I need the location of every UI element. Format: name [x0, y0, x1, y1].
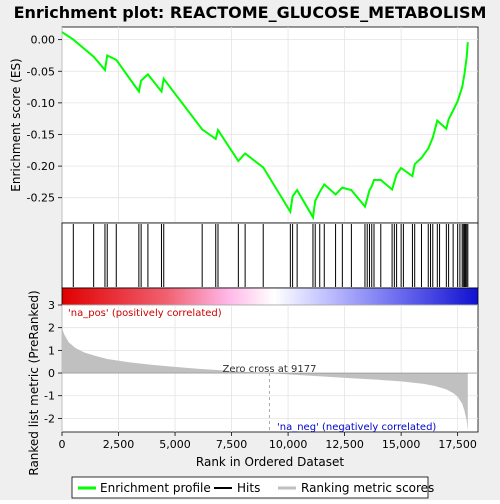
- es-y-tick-label: -0.05: [27, 65, 55, 78]
- rank-y-tick-label: 3: [48, 299, 55, 312]
- es-y-tick-label: 0.00: [31, 34, 56, 47]
- x-tick-label: 2,500: [103, 438, 135, 451]
- x-tick-label: 0: [59, 438, 66, 451]
- es-y-tick-label: -0.10: [27, 97, 55, 110]
- es-y-axis-label: Enrichment score (ES): [9, 58, 23, 191]
- hits-panel: [61, 222, 479, 289]
- rank-metric-y-axis-label: Ranked list metric (PreRanked): [27, 290, 41, 475]
- rank-y-tick-label: 2: [48, 322, 55, 335]
- legend-box: [71, 476, 429, 499]
- zero-cross-label: Zero cross at 9177: [222, 364, 316, 375]
- negative-correlated-label: 'na_neg' (negatively correlated): [277, 422, 436, 433]
- es-y-tick-label: -0.25: [27, 192, 55, 205]
- enrichment-profile-line: [61, 31, 469, 221]
- ranking-metric-area: [62, 327, 468, 431]
- x-tick-label: 5,000: [159, 438, 191, 451]
- es-y-tick-label: -0.15: [27, 128, 55, 141]
- rank-y-tick-label: 0: [48, 367, 55, 380]
- legend-enrichment-label: Enrichment profile: [100, 481, 211, 495]
- x-axis-label: Rank in Ordered Dataset: [196, 455, 344, 469]
- rank-y-tick-label: 1: [48, 344, 55, 357]
- es-y-tick-label: -0.20: [27, 160, 55, 173]
- x-tick-label: 17,500: [438, 438, 477, 451]
- x-tick-label: 10,000: [269, 438, 308, 451]
- es-panel: [61, 26, 479, 224]
- chart-title: Enrichment plot: REACTOME_GLUCOSE_METABO…: [14, 3, 487, 22]
- legend-ranking-label: Ranking metric scores: [301, 481, 434, 495]
- legend-hits-label: Hits: [237, 481, 260, 495]
- positive-correlated-label: 'na_pos' (positively correlated): [68, 308, 222, 319]
- x-tick-label: 7,500: [216, 438, 248, 451]
- rank-y-tick-label: -1: [44, 390, 55, 403]
- x-tick-label: 12,500: [325, 438, 364, 451]
- x-tick-label: 15,000: [382, 438, 421, 451]
- rank-y-tick-label: -2: [44, 412, 55, 425]
- rank-color-bar: [61, 287, 479, 306]
